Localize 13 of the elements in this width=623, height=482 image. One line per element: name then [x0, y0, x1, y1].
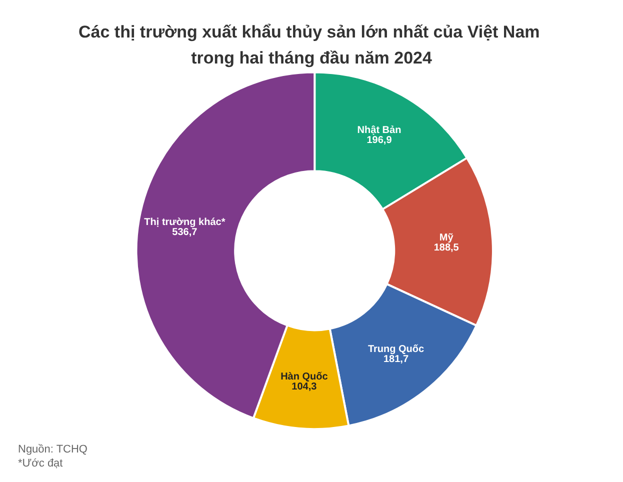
- data-label: 181,7: [383, 354, 409, 365]
- text: Nguồn: TCHQ: [18, 444, 88, 456]
- chart-title: Các thị trường xuất khẩu thủy sản lớn nhất của Việt Nam trong hai tháng đầu năm 2024: [78, 22, 544, 68]
- slice-label: Mỹ: [439, 232, 454, 244]
- data-label: 196,9: [366, 135, 392, 146]
- slice-label: Trung Quốc: [368, 344, 424, 355]
- data-label: 536,7: [172, 227, 198, 238]
- text: *Ước đạt: [18, 458, 63, 470]
- data-label: 188,5: [434, 242, 460, 254]
- data-label: 104,3: [292, 382, 318, 393]
- slice-label: Nhật Bản: [357, 125, 402, 136]
- slice-label: Hàn Quốc: [280, 372, 328, 383]
- slice-label: Thị trường khác*: [144, 217, 226, 228]
